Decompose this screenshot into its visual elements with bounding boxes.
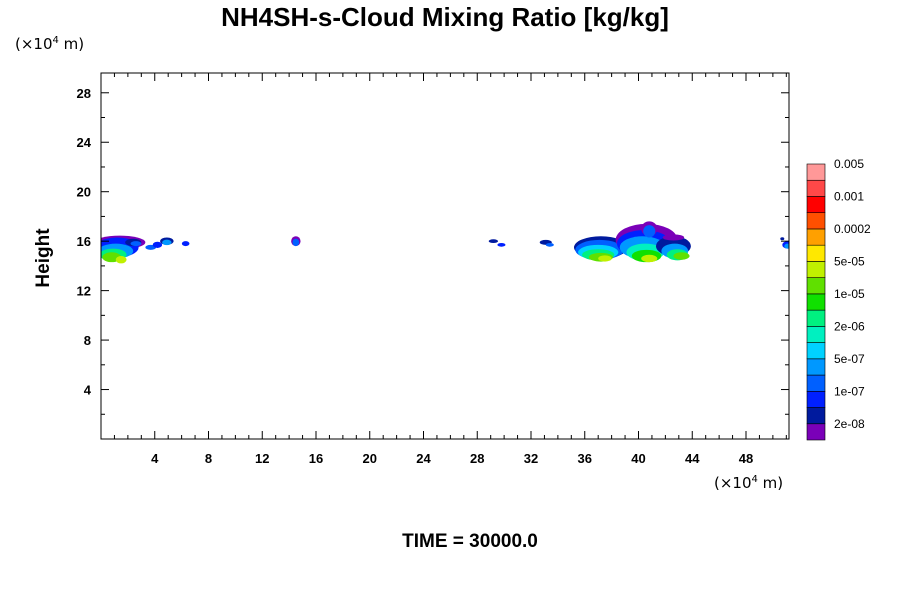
cloud-blob	[641, 254, 658, 263]
y-tick-label: 8	[84, 333, 91, 348]
colorbar-swatch	[806, 228, 826, 246]
cloud-blob	[162, 239, 172, 246]
cloud-blob	[181, 241, 190, 247]
cloud-blob	[497, 243, 506, 247]
colorbar-label: 0.001	[834, 189, 864, 203]
x-tick-label: 44	[685, 451, 700, 466]
chart-title: NH4SH-s-Cloud Mixing Ratio [kg/kg]	[221, 2, 669, 32]
x-tick-label: 8	[205, 451, 212, 466]
colorbar-label: 0.0002	[834, 222, 871, 236]
colorbar-label: 1e-07	[834, 384, 865, 398]
colorbar-label: 5e-05	[834, 254, 865, 268]
colorbar-swatch	[806, 244, 826, 262]
cloud-blob	[643, 225, 656, 238]
colorbar-label: 2e-06	[834, 319, 865, 333]
colorbar: 2e-08 1e-07 5e-07 2e-06 1e-05 5e-05 0.0002 0.00…	[806, 157, 871, 441]
colorbar-swatch	[806, 163, 826, 181]
colorbar-swatch	[806, 261, 826, 278]
x-axis: 4 8 12 16 20 24 28 32 36 40 44 48	[113, 73, 787, 466]
colorbar-swatch	[806, 196, 826, 214]
colorbar-swatch	[806, 293, 826, 311]
colorbar-swatch	[806, 342, 826, 360]
y-axis: 4 8 12 16 20 24 28	[77, 86, 789, 415]
colorbar-swatch	[806, 374, 826, 392]
cloud-field	[101, 221, 789, 264]
x-tick-label: 20	[363, 451, 377, 466]
cloud-blob	[545, 243, 554, 247]
colorbar-label: 1e-05	[834, 287, 865, 301]
y-tick-label: 20	[77, 185, 91, 200]
y-tick-label: 4	[84, 383, 92, 398]
colorbar-swatch	[806, 407, 826, 425]
x-tick-label: 32	[524, 451, 538, 466]
x-unit-label: (×104 m)	[714, 474, 784, 492]
cloud-blob	[673, 252, 690, 260]
y-tick-label: 24	[77, 135, 92, 150]
x-tick-label: 28	[470, 451, 484, 466]
x-tick-label: 16	[309, 451, 323, 466]
colorbar-label: 0.005	[834, 157, 864, 171]
cloud-blob	[488, 239, 499, 244]
x-tick-label: 4	[151, 451, 159, 466]
colorbar-label: 2e-08	[834, 417, 865, 431]
colorbar-swatch	[806, 179, 826, 197]
cloud-blob	[130, 241, 142, 247]
colorbar-swatch	[806, 390, 826, 408]
y-unit-label: (×104 m)	[15, 35, 85, 53]
x-tick-label: 12	[255, 451, 269, 466]
y-axis-label: Height	[33, 228, 54, 288]
time-label: TIME = 30000.0	[402, 531, 538, 552]
x-tick-label: 48	[739, 451, 753, 466]
y-tick-label: 12	[77, 284, 91, 299]
y-tick-label: 16	[77, 234, 91, 249]
colorbar-swatch	[806, 326, 826, 343]
colorbar-swatch	[806, 423, 826, 441]
colorbar-swatch	[806, 358, 826, 376]
y-tick-label: 28	[77, 86, 91, 101]
cloud-blob	[152, 241, 163, 248]
colorbar-label: 5e-07	[834, 352, 865, 366]
x-tick-label: 24	[416, 451, 431, 466]
cloud-blob	[662, 234, 685, 241]
colorbar-swatch	[806, 212, 826, 230]
colorbar-swatch	[806, 277, 826, 295]
cloud-blob	[784, 243, 789, 249]
x-tick-label: 40	[631, 451, 645, 466]
x-tick-label: 36	[578, 451, 592, 466]
cloud-blob	[780, 237, 785, 241]
cloud-blob	[292, 238, 300, 247]
colorbar-swatch	[806, 309, 826, 327]
cloud-blob	[115, 256, 127, 264]
cloud-blob	[598, 255, 612, 262]
plot-frame	[100, 72, 790, 440]
